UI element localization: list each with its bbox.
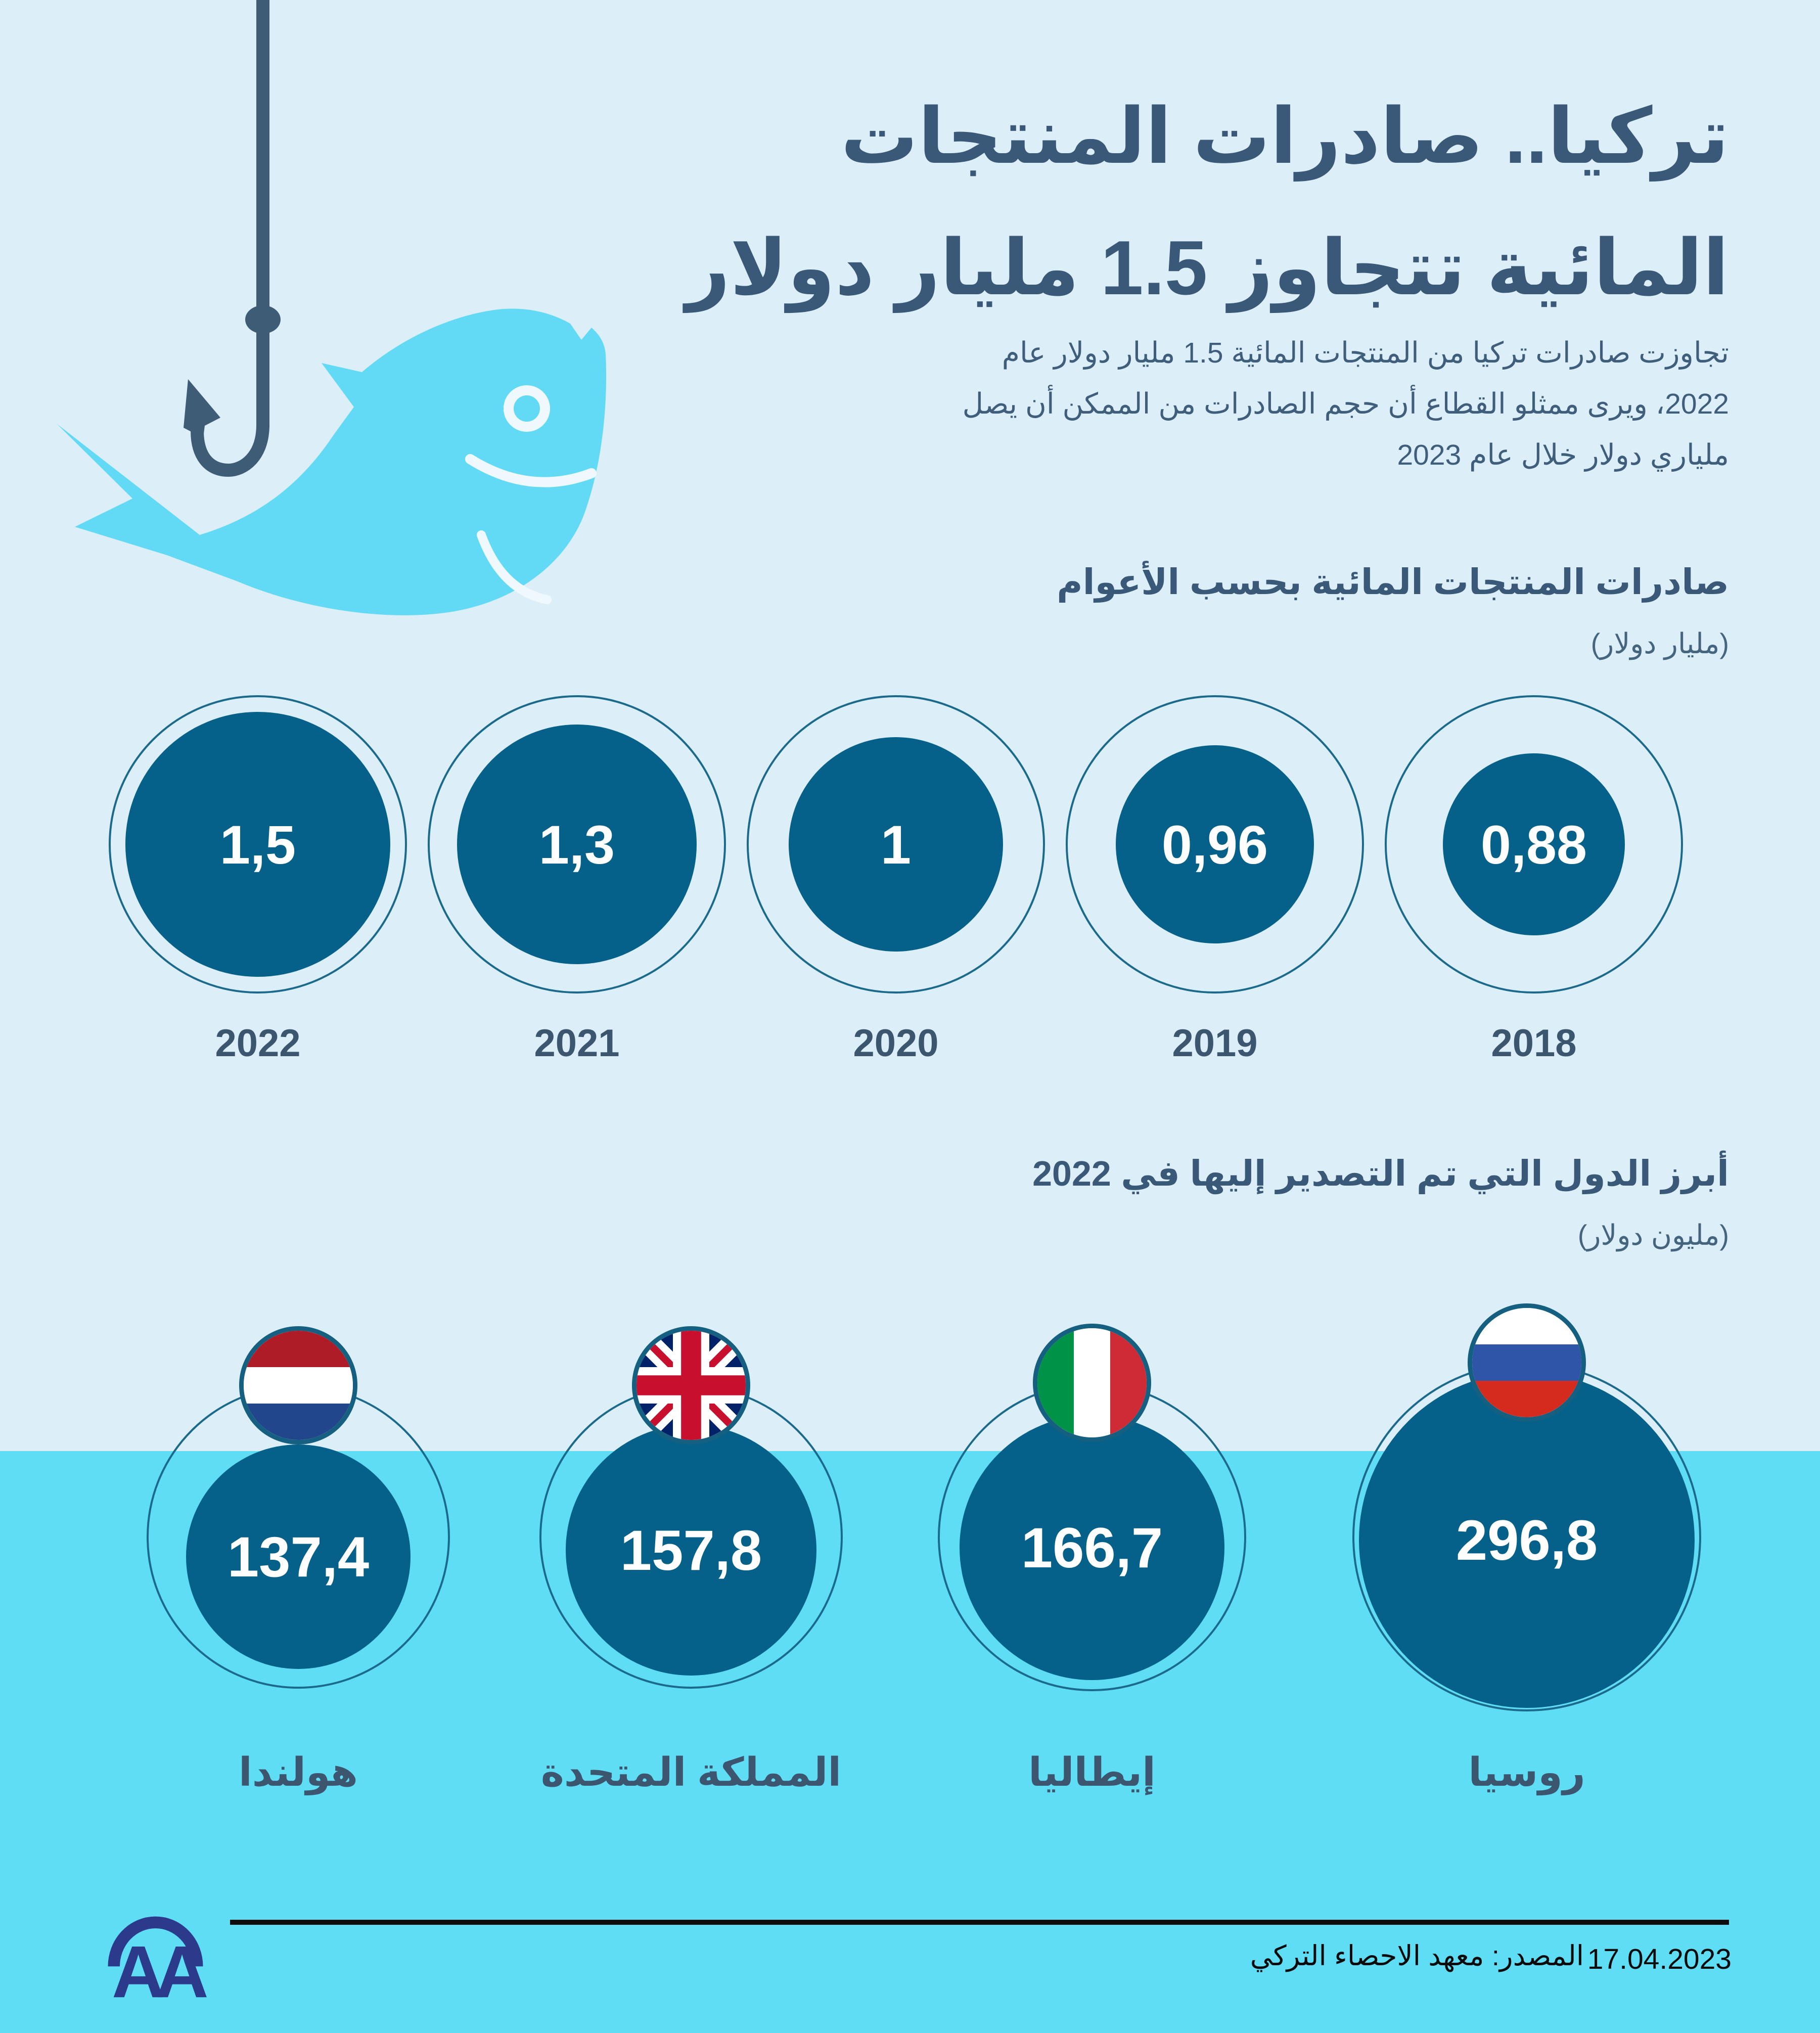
netherlands-flag-icon bbox=[239, 1326, 357, 1444]
bubble-value: 296,8 bbox=[1359, 1372, 1695, 1708]
section-by-country-title: أبرز الدول التي تم التصدير إليها في 2022 bbox=[1032, 1154, 1729, 1193]
country-label: إيطاليا bbox=[1028, 1750, 1156, 1794]
country-label: المملكة المتحدة bbox=[540, 1750, 842, 1794]
intro-line1: تجاوزت صادرات تركيا من المنتجات المائية … bbox=[1002, 337, 1729, 369]
russia-flag-icon bbox=[1468, 1303, 1586, 1422]
logo-text: AA bbox=[112, 1930, 207, 2002]
year-label: 2018 bbox=[1491, 1022, 1577, 1065]
bubble-ring bbox=[1066, 695, 1364, 993]
page-title: تركيا.. صادرات المنتجات المائية تتجاوز 1… bbox=[415, 71, 1729, 334]
fish-icon bbox=[57, 308, 607, 615]
intro-paragraph: تجاوزت صادرات تركيا من المنتجات المائية … bbox=[516, 328, 1729, 481]
date-text: 17.04.2023 bbox=[1587, 1943, 1732, 1975]
page-title-line1: تركيا.. صادرات المنتجات bbox=[841, 94, 1729, 179]
intro-line2: 2022، ويرى ممثلو القطاع أن حجم الصادرات … bbox=[962, 388, 1729, 420]
fishing-hook-icon bbox=[184, 0, 281, 477]
bubble-value: 0,96 bbox=[1116, 745, 1314, 943]
bubble-value: 1,5 bbox=[125, 712, 390, 977]
bubble-ring bbox=[1385, 695, 1683, 993]
fish-fin bbox=[477, 530, 552, 604]
source-text: المصدر: معهد الاحصاء التركي bbox=[1250, 1940, 1584, 1971]
year-label: 2021 bbox=[534, 1022, 620, 1065]
section-by-year-unit: (مليار دولار) bbox=[1590, 627, 1729, 659]
bubble-value: 1,3 bbox=[457, 725, 697, 964]
bubble-ring bbox=[747, 695, 1045, 993]
year-label: 2022 bbox=[215, 1022, 301, 1065]
section-by-year-title: صادرات المنتجات المائية بحسب الأعوام bbox=[1057, 562, 1729, 602]
bubble-value: 0,88 bbox=[1443, 753, 1625, 935]
year-label: 2020 bbox=[853, 1022, 939, 1065]
bubble-value: 157,8 bbox=[566, 1425, 816, 1676]
fish-smile bbox=[465, 454, 597, 487]
uk-flag-icon bbox=[632, 1326, 750, 1444]
bubble-ring bbox=[428, 695, 726, 993]
section-by-country-unit: (مليون دولار) bbox=[1577, 1219, 1729, 1251]
country-label: روسيا bbox=[1468, 1750, 1585, 1794]
footer-divider bbox=[230, 1920, 1729, 1925]
bubble-ring bbox=[109, 695, 407, 993]
intro-line3: ملياري دولار خلال عام 2023 bbox=[1397, 439, 1729, 471]
page-title-line2: المائية تتجاوز 1.5 مليار دولار bbox=[686, 225, 1729, 311]
anadolu-agency-logo: AA bbox=[108, 1916, 215, 2002]
italy-flag-icon bbox=[1033, 1324, 1151, 1442]
bubble-value: 1 bbox=[789, 737, 1003, 952]
fish-and-hook-illustration bbox=[57, 0, 607, 615]
country-label: هولندا bbox=[239, 1750, 358, 1794]
bubble-value: 166,7 bbox=[960, 1415, 1224, 1680]
bubble-value: 137,4 bbox=[186, 1444, 411, 1669]
year-label: 2019 bbox=[1172, 1022, 1258, 1065]
